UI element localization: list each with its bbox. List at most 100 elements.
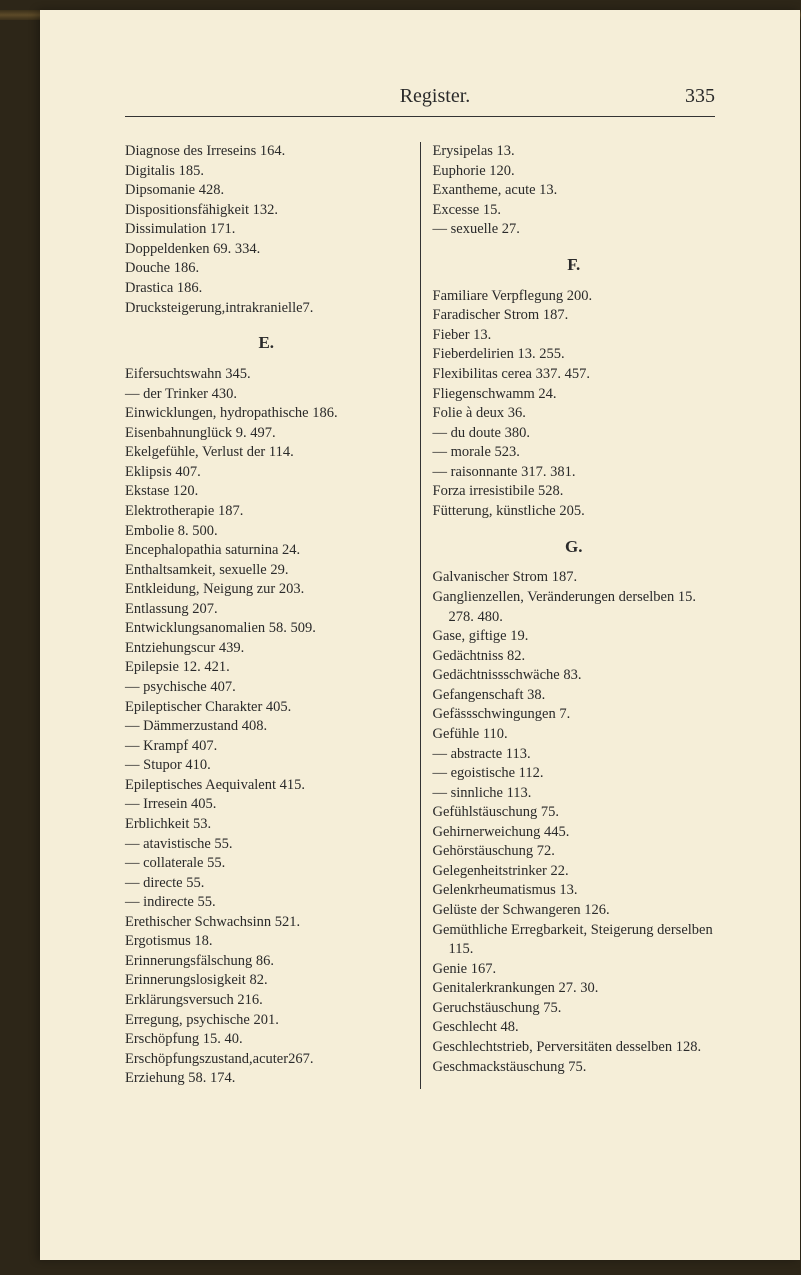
index-entry: Erblichkeit 53.: [125, 815, 408, 835]
left-column: Diagnose des Irreseins 164.Digitalis 185…: [125, 142, 421, 1089]
page-header: Register. 335: [95, 85, 745, 108]
index-entry: Erziehung 58. 174.: [125, 1069, 408, 1089]
index-entry: — collaterale 55.: [125, 854, 408, 874]
index-entry: Eisenbahnunglück 9. 497.: [125, 424, 408, 444]
index-entry: Geruchstäuschung 75.: [433, 999, 716, 1019]
index-entry: Entkleidung, Neigung zur 203.: [125, 580, 408, 600]
index-entry: — abstracte 113.: [433, 745, 716, 765]
index-entry: — psychische 407.: [125, 678, 408, 698]
index-entry: Eifersuchtswahn 345.: [125, 365, 408, 385]
right-column: Erysipelas 13.Euphorie 120.Exantheme, ac…: [421, 142, 716, 1089]
index-entry: — egoistische 112.: [433, 764, 716, 784]
page-number: 335: [685, 85, 715, 108]
index-entry: Ganglienzellen, Veränderungen derselben …: [433, 588, 716, 627]
index-entry: Diagnose des Irreseins 164.: [125, 142, 408, 162]
index-entry: Exantheme, acute 13.: [433, 181, 716, 201]
index-entry: Dissimulation 171.: [125, 220, 408, 240]
index-entry: Fieberdelirien 13. 255.: [433, 345, 716, 365]
index-entry: Gase, giftige 19.: [433, 627, 716, 647]
index-entry: Erinnerungsfälschung 86.: [125, 952, 408, 972]
index-entry: Euphorie 120.: [433, 162, 716, 182]
index-entry: Ekstase 120.: [125, 482, 408, 502]
index-entry: Digitalis 185.: [125, 162, 408, 182]
index-entry: — sexuelle 27.: [433, 220, 716, 240]
index-entry: Dispositionsfähigkeit 132.: [125, 201, 408, 221]
index-entry: Embolie 8. 500.: [125, 522, 408, 542]
index-entry: Erschöpfung 15. 40.: [125, 1030, 408, 1050]
right-entries-2: Familiare Verpflegung 200.Faradischer St…: [433, 287, 716, 522]
index-entry: Galvanischer Strom 187.: [433, 568, 716, 588]
index-entry: Gedächtnissschwäche 83.: [433, 666, 716, 686]
index-entry: Drastica 186.: [125, 279, 408, 299]
index-entry: Gelüste der Schwangeren 126.: [433, 901, 716, 921]
index-entry: Gemüthliche Erregbarkeit, Steigerung der…: [433, 921, 716, 960]
header-title: Register.: [185, 85, 685, 108]
index-entry: Gelenkrheumatismus 13.: [433, 881, 716, 901]
index-entry: Ekelgefühle, Verlust der 114.: [125, 443, 408, 463]
index-entry: Dipsomanie 428.: [125, 181, 408, 201]
index-entry: Excesse 15.: [433, 201, 716, 221]
index-entry: Geschmackstäuschung 75.: [433, 1058, 716, 1078]
section-letter-f: F.: [433, 254, 716, 277]
index-entry: — morale 523.: [433, 443, 716, 463]
index-entry: Gedächtniss 82.: [433, 647, 716, 667]
index-entry: Entlassung 207.: [125, 600, 408, 620]
left-entries-1: Diagnose des Irreseins 164.Digitalis 185…: [125, 142, 408, 318]
index-entry: — raisonnante 317. 381.: [433, 463, 716, 483]
index-entry: Familiare Verpflegung 200.: [433, 287, 716, 307]
section-letter-g: G.: [433, 536, 716, 559]
index-entry: Erysipelas 13.: [433, 142, 716, 162]
index-entry: — Irresein 405.: [125, 795, 408, 815]
index-entry: — indirecte 55.: [125, 893, 408, 913]
index-entry: Doppeldenken 69. 334.: [125, 240, 408, 260]
left-entries-2: Eifersuchtswahn 345.— der Trinker 430.Ei…: [125, 365, 408, 1089]
index-entry: — Krampf 407.: [125, 737, 408, 757]
index-entry: — der Trinker 430.: [125, 385, 408, 405]
index-entry: — Stupor 410.: [125, 756, 408, 776]
index-entry: — sinnliche 113.: [433, 784, 716, 804]
index-entry: Eklipsis 407.: [125, 463, 408, 483]
index-entry: Erregung, psychische 201.: [125, 1011, 408, 1031]
index-entry: Geschlechtstrieb, Perversitäten desselbe…: [433, 1038, 716, 1058]
index-entry: Flexibilitas cerea 337. 457.: [433, 365, 716, 385]
index-entry: Einwicklungen, hydropathische 186.: [125, 404, 408, 424]
index-entry: Gefühlstäuschung 75.: [433, 803, 716, 823]
index-entry: — Dämmerzustand 408.: [125, 717, 408, 737]
index-entry: — atavistische 55.: [125, 835, 408, 855]
index-entry: Genie 167.: [433, 960, 716, 980]
page-container: Register. 335 Diagnose des Irreseins 164…: [40, 10, 800, 1260]
right-entries-1: Erysipelas 13.Euphorie 120.Exantheme, ac…: [433, 142, 716, 240]
index-entry: Faradischer Strom 187.: [433, 306, 716, 326]
index-entry: Entwicklungsanomalien 58. 509.: [125, 619, 408, 639]
index-entry: Gefangenschaft 38.: [433, 686, 716, 706]
index-entry: Epileptischer Charakter 405.: [125, 698, 408, 718]
index-entry: Fliegenschwamm 24.: [433, 385, 716, 405]
index-entry: Folie à deux 36.: [433, 404, 716, 424]
index-entry: — directe 55.: [125, 874, 408, 894]
index-entry: Gefühle 110.: [433, 725, 716, 745]
index-entry: Epileptisches Aequivalent 415.: [125, 776, 408, 796]
index-entry: Gelegenheitstrinker 22.: [433, 862, 716, 882]
index-entry: Erklärungsversuch 216.: [125, 991, 408, 1011]
index-entry: Gehirnerweichung 445.: [433, 823, 716, 843]
index-entry: Enthaltsamkeit, sexuelle 29.: [125, 561, 408, 581]
index-entry: Drucksteigerung,intrakranielle7.: [125, 299, 408, 319]
index-entry: Entziehungscur 439.: [125, 639, 408, 659]
index-entry: Erethischer Schwachsinn 521.: [125, 913, 408, 933]
index-entry: Erschöpfungszustand,acuter267.: [125, 1050, 408, 1070]
index-entry: Ergotismus 18.: [125, 932, 408, 952]
index-entry: Elektrotherapie 187.: [125, 502, 408, 522]
index-entry: Encephalopathia saturnina 24.: [125, 541, 408, 561]
index-entry: Epilepsie 12. 421.: [125, 658, 408, 678]
index-entry: Douche 186.: [125, 259, 408, 279]
right-entries-3: Galvanischer Strom 187.Ganglienzellen, V…: [433, 568, 716, 1077]
index-entry: — du doute 380.: [433, 424, 716, 444]
index-entry: Fieber 13.: [433, 326, 716, 346]
index-entry: Forza irresistibile 528.: [433, 482, 716, 502]
index-entry: Genitalerkrankungen 27. 30.: [433, 979, 716, 999]
index-entry: Gefässschwingungen 7.: [433, 705, 716, 725]
columns-container: Diagnose des Irreseins 164.Digitalis 185…: [95, 142, 745, 1089]
header-rule: [125, 116, 715, 117]
index-entry: Erinnerungslosigkeit 82.: [125, 971, 408, 991]
index-entry: Geschlecht 48.: [433, 1018, 716, 1038]
